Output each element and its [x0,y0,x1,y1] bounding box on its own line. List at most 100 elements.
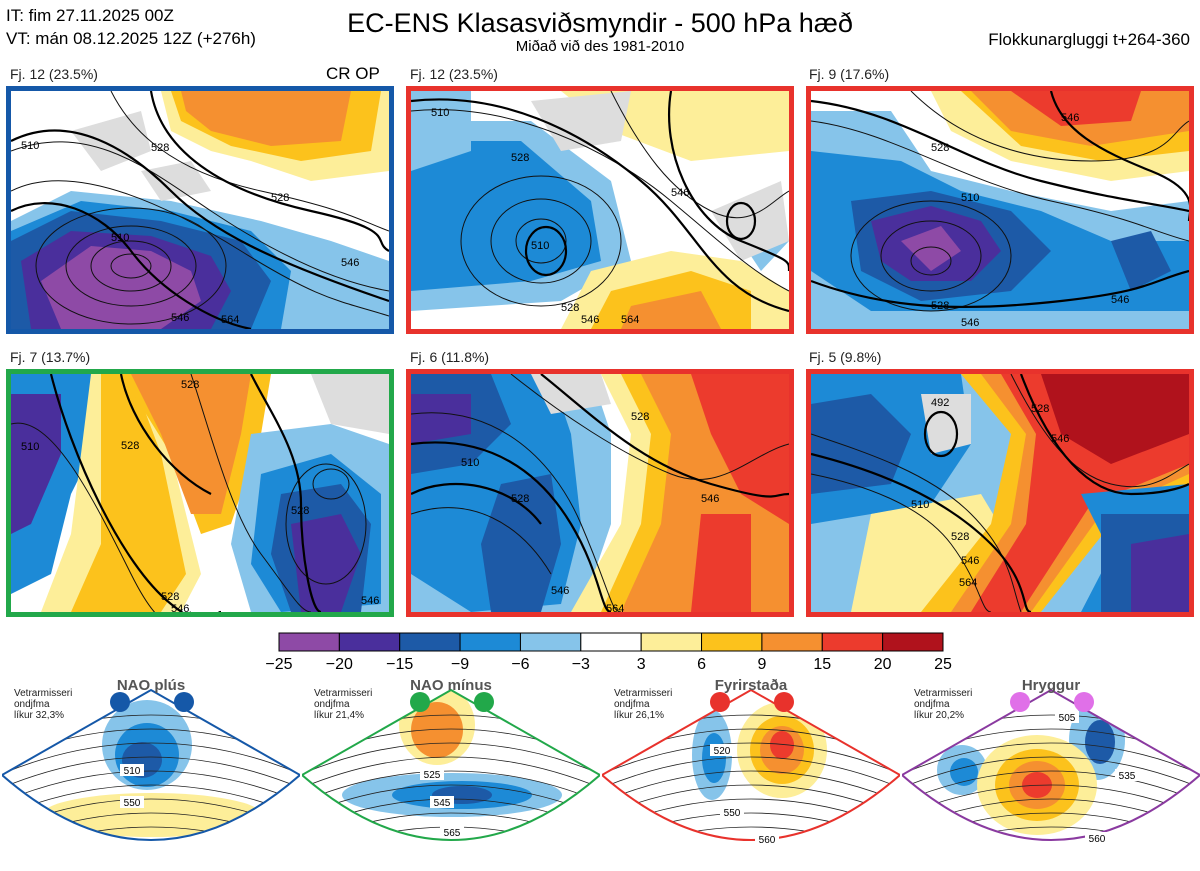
panel-6-contour-2: 528 [1031,403,1049,415]
cluster-map-6-svg: 492 528 546 510 528 546 564 [811,374,1189,612]
panel-1-label: Fj. 12 (23.5%) [10,66,98,82]
panel-6-contour-7: 564 [959,577,977,589]
panel-2-contour-1: 510 [431,107,449,119]
panel-1-contour-2: 528 [151,142,169,154]
regime-marker-dot [1010,692,1030,712]
colorbar-tick-label: −9 [450,656,470,673]
height-contour [2,756,300,793]
regime-map: 505 535 560 [902,688,1200,870]
anomaly-blob [770,731,794,759]
panel-4-contour-7: 546 [361,595,379,607]
regime-panel: 505 535 560 Hryggur Vetrarmisseri ondjfma líku… [902,677,1200,870]
cluster-map-5: 510 528 528 546 546 564 [406,369,794,617]
panel-2-contour-6: 564 [621,314,639,326]
panel-5-label: Fj. 6 (11.8%) [410,349,490,365]
regime-note-line: ondjfma [14,699,50,710]
regime-marker-dot [110,692,130,712]
panel-2-contour-4: 528 [561,302,579,314]
colorbar-tick-label: 25 [934,656,952,673]
regime-outline [302,688,600,841]
height-contour [2,841,300,870]
panel-3-contour-1: 546 [1061,112,1079,124]
regime-title: Hryggur [1021,677,1081,694]
colorbar-tick-label: 20 [873,656,892,673]
run-info: IT: fim 27.11.2025 00Z VT: mán 08.12.202… [6,4,256,50]
regime-note-line: líkur 20,2% [914,710,965,721]
panel-4-contour-1: 528 [181,379,199,391]
colorbar-segment [580,632,642,652]
colorbar-segment [338,632,401,652]
panel-3-contour-3: 510 [961,192,979,204]
panel-5-contour-4: 546 [701,493,719,505]
panel-1-contour-4: 528 [271,192,289,204]
regime-marker-dot [410,692,430,712]
colorbar-segment [821,632,884,652]
cluster-map-3: 546 528 510 528 546 546 [806,86,1194,334]
colorbar-segment [459,632,521,652]
colorbar-tick-label: −15 [386,656,414,673]
height-contour [2,770,300,807]
panel-6-contour-1: 492 [931,397,949,409]
panel-2-contour-7: 510 [531,240,549,252]
regime-contour-label: 545 [434,798,451,809]
regime-note-line: Vetrarmisseri [314,688,373,699]
regime-note-line: ondjfma [914,699,950,710]
regime-note-line: Vetrarmisseri [614,688,673,699]
colorbar-segment [640,632,703,652]
panel-6-contour-5: 528 [951,531,969,543]
panel-5-contour-1: 510 [461,457,479,469]
panel-5-contour-6: 564 [606,603,624,612]
colorbar [278,632,944,652]
panel-3-contour-6: 546 [961,317,979,329]
regime-note-line: líkur 21,4% [314,710,365,721]
regime-contour-label: 550 [124,798,141,809]
colorbar-segment [278,632,340,652]
panel-3-contour-4: 528 [931,300,949,312]
regime-note-line: líkur 32,3% [14,710,65,721]
colorbar-segment [399,632,461,652]
anomaly-blob [1007,848,1047,862]
height-contour [902,841,1200,870]
height-contour [902,742,1200,779]
height-contour [602,841,900,870]
regime-contour-label: 560 [1089,834,1106,845]
panel-2-contour-2: 528 [511,152,529,164]
height-contour [902,770,1200,807]
panel-1-tag: CR OP [326,64,380,83]
regime-note: Vetrarmisseri ondjfma líkur 32,3% [14,688,72,721]
regime-contour-label: 520 [714,746,731,757]
colorbar-segment [761,632,823,652]
cluster-map-2-svg: 510 528 546 528 546 564 510 [411,91,789,329]
regime-note-line: líkur 26,1% [614,710,665,721]
regime-note: Vetrarmisseri ondjfma líkur 26,1% [614,688,672,721]
regime-outline [2,688,300,841]
regime-marker-dot [474,692,494,712]
panel-4-label: Fj. 7 (13.7%) [10,349,91,365]
colorbar-tick-label: −25 [265,656,293,673]
regime-panel: 520 550 560 Fyrirstaða Vetrarmisseri ondjfma l… [602,677,900,870]
regime-note-line: ondjfma [614,699,650,710]
panel-6-label: Fj. 5 (9.8%) [809,349,882,365]
regime-map: 520 550 560 [602,688,900,870]
cluster-map-1: 510 528 546 528 510 546 564 [6,86,394,334]
colorbar-tick-label: −20 [325,656,353,673]
regime-title: NAO mínus [410,677,492,694]
regime-map: 525 545 565 [302,688,600,841]
panel-1-contour-6: 546 [171,312,189,324]
regime-panel: 525 545 565 NAO mínus Vetrarmisseri ondjfma lí… [302,677,600,870]
cluster-map-4-svg: 528 528 510 528 528 546 546 [11,374,389,612]
cluster-map-5-svg: 510 528 528 546 546 564 [411,374,789,612]
colorbar-tick-label: −3 [571,656,590,673]
panel-1-contour-1: 510 [21,140,39,152]
regime-contour-label: 560 [759,835,776,846]
height-contour [302,770,600,807]
regime-contour-label: 565 [444,828,461,839]
page-title: EC-ENS Klasasviðsmyndir - 500 hPa hæð [347,8,853,38]
height-contour [902,826,1200,840]
panel-5-contour-5: 546 [551,585,569,597]
height-contour [302,742,600,779]
regime-map: 510 550 [2,688,300,870]
regime-contour-label: 525 [424,770,441,781]
height-contour [2,826,300,840]
panel-4-contour-3: 510 [21,441,39,453]
